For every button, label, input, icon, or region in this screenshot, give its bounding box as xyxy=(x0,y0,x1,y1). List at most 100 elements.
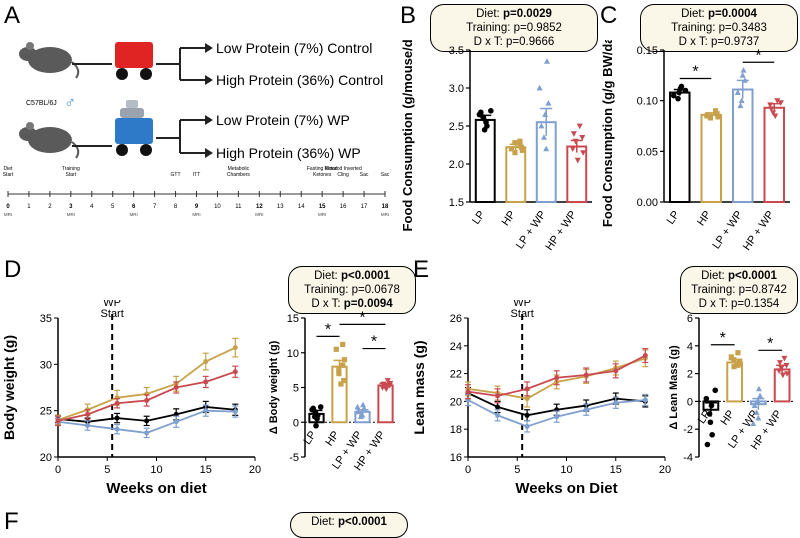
data-point xyxy=(781,355,788,362)
data-point xyxy=(731,364,737,370)
timeline-event-label: Rotarod Inverted Cling xyxy=(324,166,361,178)
group-label: High Protein (36%) WP xyxy=(216,145,361,161)
diet-p: p<0.0001 xyxy=(727,270,777,282)
stats-box-b: Diet: p=0.0029 Training: p=0.9852 D x T:… xyxy=(430,4,598,52)
chart-body-weight: 20 25 30 35 0 5 10 15 20 Weeks on diet Body weight… xyxy=(1,300,261,497)
training-p: Training: p=0.3483 xyxy=(671,22,767,34)
data-point xyxy=(579,135,586,141)
diet-p: p=0.0029 xyxy=(502,8,552,20)
control-cart-icon xyxy=(115,42,153,80)
x-tick-label: 10 xyxy=(150,464,162,476)
stats-box-d: Diet: p<0.0001 Training: p=0.0678 D x T:… xyxy=(288,266,416,314)
data-point xyxy=(465,389,471,395)
data-point xyxy=(739,72,746,78)
timeline-week-label: 14 xyxy=(298,204,305,210)
data-point xyxy=(517,138,523,144)
data-point xyxy=(755,385,762,392)
mri-label: MRI xyxy=(318,212,326,217)
y-axis-label: Δ Body weight (g) xyxy=(268,340,280,434)
data-point xyxy=(232,369,238,375)
data-point xyxy=(779,372,786,379)
data-point xyxy=(545,100,552,106)
timeline-week-label: 3 xyxy=(69,204,73,210)
y-tick-label: -5 xyxy=(289,452,299,464)
x-tick-label: HP xyxy=(718,408,737,427)
data-point xyxy=(232,345,238,351)
data-point xyxy=(524,386,530,392)
x-tick-label: HP xyxy=(695,209,714,228)
data-point xyxy=(738,97,745,104)
y-tick-label: 0 xyxy=(687,396,693,408)
y-tick-label: 20 xyxy=(40,452,52,464)
data-point xyxy=(203,359,209,365)
data-point xyxy=(386,383,393,389)
data-point xyxy=(678,83,685,90)
significance-label: * xyxy=(755,47,761,64)
data-point xyxy=(757,392,764,399)
bar xyxy=(377,384,394,424)
y-tick-label: -4 xyxy=(683,452,693,464)
y-tick-label: 2.5 xyxy=(449,121,464,133)
data-point xyxy=(569,146,576,152)
data-point xyxy=(203,379,209,385)
significance-label: * xyxy=(359,309,365,326)
significance-label: * xyxy=(692,63,698,80)
diet-label: Diet: xyxy=(701,270,725,282)
y-tick-label: 18 xyxy=(450,424,462,436)
experimental-design-schematic: Low Protein (7%) Control High Protein (3… xyxy=(3,40,390,217)
data-point xyxy=(355,408,362,415)
timeline-event-line: Training xyxy=(62,166,80,172)
data-point xyxy=(518,144,525,150)
timeline-week-label: 11 xyxy=(235,204,242,210)
data-point xyxy=(613,400,619,406)
data-point xyxy=(554,414,560,420)
data-point xyxy=(524,396,530,402)
data-point xyxy=(704,113,710,119)
x-tick-label: HP xyxy=(500,209,519,228)
diet-label: Diet: xyxy=(314,270,338,282)
timeline-event-label: Fasting Blood Ketones xyxy=(307,166,338,178)
interaction-p: D x T: p=0.1354 xyxy=(698,298,780,310)
wp-start-label-line2: Start xyxy=(511,308,534,320)
bar xyxy=(763,106,786,203)
data-point xyxy=(361,405,368,411)
data-point xyxy=(341,377,347,384)
data-point xyxy=(144,430,150,436)
data-point xyxy=(85,422,91,428)
y-axis-label: Food Consumption (g/mouse/day) xyxy=(400,40,415,231)
timeline-event-label: Sac xyxy=(381,172,390,178)
timeline-week-label: 8 xyxy=(174,204,178,210)
training-p: Training: p=0.0678 xyxy=(304,284,400,296)
timeline-week-label: 18 xyxy=(382,204,389,210)
y-tick-label: 6 xyxy=(687,313,693,325)
bar xyxy=(668,91,691,204)
group-label: Low Protein (7%) WP xyxy=(216,112,350,128)
data-point xyxy=(541,134,548,140)
data-point xyxy=(784,371,791,377)
data-point xyxy=(336,367,342,373)
timeline-event-line: Metabolic xyxy=(228,166,250,172)
mri-label: MRI xyxy=(4,212,12,217)
data-point xyxy=(336,371,342,377)
data-point xyxy=(676,89,682,96)
timeline-week-label: 6 xyxy=(132,204,136,210)
data-point xyxy=(495,393,501,399)
mri-label: MRI xyxy=(67,212,75,217)
significance-label: * xyxy=(325,321,331,338)
data-point xyxy=(519,147,525,153)
data-point xyxy=(583,407,589,413)
timeline-week-label: 9 xyxy=(195,204,199,210)
y-tick-label: 16 xyxy=(450,452,462,464)
mri-label: MRI xyxy=(192,212,200,217)
y-tick-label: 3.0 xyxy=(449,83,464,95)
mri-label: MRI xyxy=(130,212,138,217)
diet-p: p<0.0001 xyxy=(340,270,390,282)
data-point xyxy=(770,110,777,117)
data-point xyxy=(642,397,648,403)
data-point xyxy=(536,84,543,91)
y-tick-label: 24 xyxy=(450,341,462,353)
timeline-week-label: 16 xyxy=(340,204,347,210)
